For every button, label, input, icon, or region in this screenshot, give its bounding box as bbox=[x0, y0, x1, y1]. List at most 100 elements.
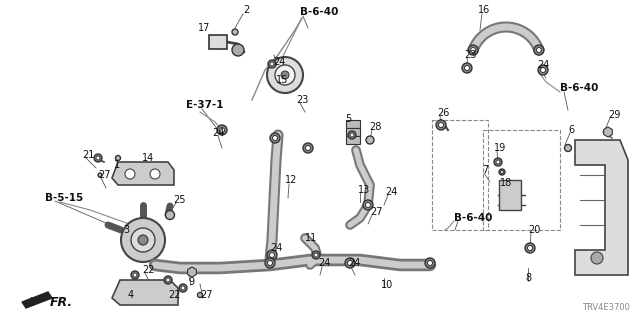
Text: 26: 26 bbox=[437, 108, 449, 118]
Circle shape bbox=[121, 218, 165, 262]
Text: 18: 18 bbox=[500, 178, 512, 188]
Circle shape bbox=[525, 243, 535, 253]
Text: 25: 25 bbox=[173, 195, 186, 205]
Polygon shape bbox=[575, 140, 628, 275]
Circle shape bbox=[98, 173, 102, 177]
Circle shape bbox=[496, 160, 500, 164]
Circle shape bbox=[303, 143, 313, 153]
Circle shape bbox=[436, 120, 446, 130]
Circle shape bbox=[363, 200, 373, 210]
Polygon shape bbox=[188, 267, 196, 277]
Text: 27: 27 bbox=[98, 170, 111, 180]
Circle shape bbox=[232, 29, 238, 35]
Text: 24: 24 bbox=[318, 258, 330, 268]
Circle shape bbox=[348, 131, 356, 139]
Text: 17: 17 bbox=[198, 23, 211, 33]
Circle shape bbox=[270, 62, 274, 66]
Text: B-6-40: B-6-40 bbox=[454, 213, 492, 223]
Circle shape bbox=[267, 57, 303, 93]
Circle shape bbox=[591, 252, 603, 264]
Circle shape bbox=[96, 156, 100, 160]
Circle shape bbox=[220, 127, 225, 132]
Polygon shape bbox=[112, 162, 174, 185]
Text: 13: 13 bbox=[358, 185, 371, 195]
Circle shape bbox=[198, 292, 202, 298]
Circle shape bbox=[125, 169, 135, 179]
Circle shape bbox=[564, 145, 572, 151]
Text: 28: 28 bbox=[369, 122, 381, 132]
Bar bbox=[209, 35, 227, 49]
Circle shape bbox=[268, 60, 276, 68]
Circle shape bbox=[181, 286, 185, 290]
Circle shape bbox=[494, 158, 502, 166]
Text: 27: 27 bbox=[200, 290, 212, 300]
Circle shape bbox=[312, 251, 320, 259]
Circle shape bbox=[538, 65, 548, 75]
Circle shape bbox=[465, 66, 470, 70]
Circle shape bbox=[133, 273, 137, 277]
Text: 5: 5 bbox=[345, 114, 351, 124]
Text: 22: 22 bbox=[168, 290, 180, 300]
Circle shape bbox=[527, 245, 532, 251]
Text: 16: 16 bbox=[478, 5, 490, 15]
Text: TRV4E3700: TRV4E3700 bbox=[582, 303, 630, 312]
Circle shape bbox=[131, 271, 139, 279]
Text: 3: 3 bbox=[123, 225, 129, 235]
Circle shape bbox=[217, 125, 227, 135]
Bar bbox=[346, 120, 360, 128]
Circle shape bbox=[541, 68, 545, 73]
Circle shape bbox=[275, 65, 295, 85]
Text: 23: 23 bbox=[464, 50, 476, 60]
Text: 19: 19 bbox=[494, 143, 506, 153]
Text: 6: 6 bbox=[568, 125, 574, 135]
Circle shape bbox=[345, 258, 355, 268]
Text: B-5-15: B-5-15 bbox=[45, 193, 83, 203]
Circle shape bbox=[267, 250, 277, 260]
Circle shape bbox=[314, 253, 318, 257]
Circle shape bbox=[348, 260, 353, 266]
Text: 15: 15 bbox=[276, 75, 289, 85]
Circle shape bbox=[468, 45, 478, 55]
Circle shape bbox=[138, 235, 148, 245]
Text: 20: 20 bbox=[528, 225, 540, 235]
Polygon shape bbox=[112, 280, 178, 305]
Text: 22: 22 bbox=[142, 265, 154, 275]
Circle shape bbox=[270, 133, 280, 143]
Circle shape bbox=[366, 136, 374, 144]
Circle shape bbox=[164, 276, 172, 284]
Circle shape bbox=[179, 284, 187, 292]
Text: 10: 10 bbox=[381, 280, 393, 290]
Text: 24: 24 bbox=[273, 57, 285, 67]
Circle shape bbox=[273, 135, 278, 140]
Text: 11: 11 bbox=[305, 233, 317, 243]
Text: 12: 12 bbox=[285, 175, 298, 185]
Circle shape bbox=[536, 48, 541, 52]
Circle shape bbox=[281, 71, 289, 79]
Circle shape bbox=[166, 211, 175, 220]
Text: B-6-40: B-6-40 bbox=[300, 7, 339, 17]
Circle shape bbox=[268, 260, 273, 266]
Text: 9: 9 bbox=[188, 277, 194, 287]
Text: 1: 1 bbox=[114, 160, 120, 170]
Circle shape bbox=[534, 45, 544, 55]
Text: 24: 24 bbox=[270, 243, 282, 253]
Circle shape bbox=[166, 278, 170, 282]
Bar bbox=[346, 136, 360, 144]
Polygon shape bbox=[604, 127, 612, 137]
Bar bbox=[499, 180, 521, 210]
Text: 14: 14 bbox=[142, 153, 154, 163]
Circle shape bbox=[462, 63, 472, 73]
Text: 4: 4 bbox=[128, 290, 134, 300]
Circle shape bbox=[269, 252, 275, 258]
Text: 24: 24 bbox=[385, 187, 397, 197]
Polygon shape bbox=[22, 292, 52, 308]
Circle shape bbox=[150, 169, 160, 179]
Circle shape bbox=[131, 228, 155, 252]
Text: 2: 2 bbox=[243, 5, 249, 15]
Circle shape bbox=[265, 258, 275, 268]
Circle shape bbox=[425, 258, 435, 268]
Text: B-6-40: B-6-40 bbox=[560, 83, 598, 93]
Circle shape bbox=[499, 169, 505, 175]
Circle shape bbox=[365, 203, 371, 207]
Text: 8: 8 bbox=[525, 273, 531, 283]
